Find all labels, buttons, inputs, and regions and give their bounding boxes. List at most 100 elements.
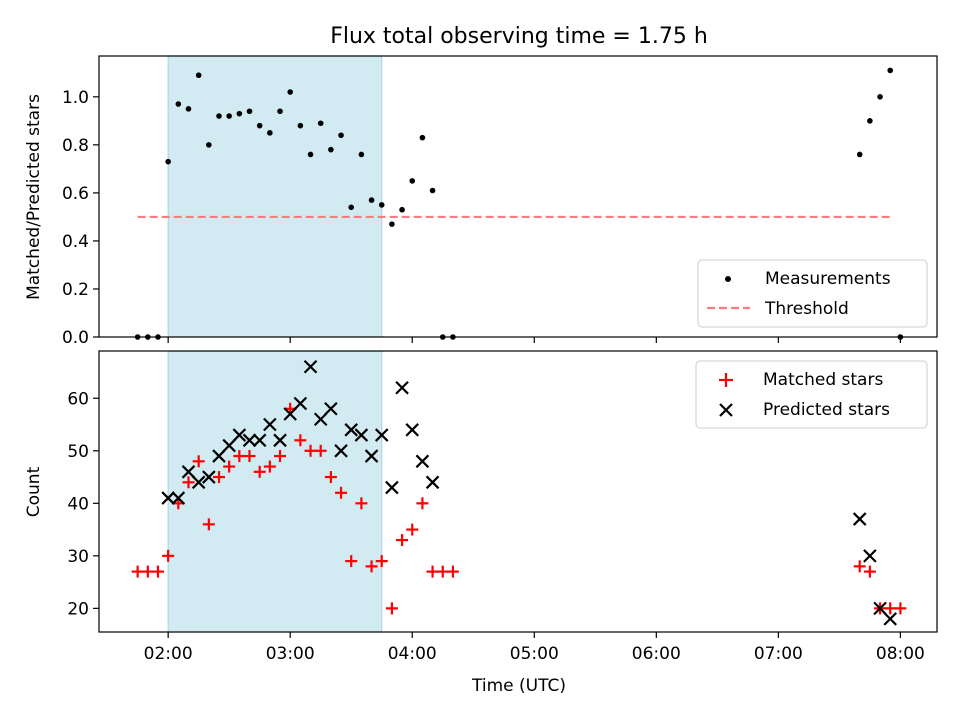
figure-title: Flux total observing time = 1.75 h [330,24,708,49]
predicted-point [242,433,257,448]
count-xtick-label: 07:00 [754,644,803,664]
matched-point [202,518,215,531]
predicted-point [161,491,175,505]
matched-point [233,450,246,463]
measurement-point [317,120,324,127]
matched-point [416,497,429,510]
count-ytick-label: 50 [67,442,89,462]
measurement-point [185,106,192,112]
count-ytick-label: 30 [67,547,89,567]
matched-point [151,565,164,578]
matched-point [884,602,897,615]
predicted-point [324,401,338,416]
count-xtick-label: 06:00 [632,644,681,664]
predicted-point [171,491,186,505]
matched-point [355,497,368,510]
matched-point [213,471,226,484]
predicted-point [415,454,430,469]
predicted-point [364,449,379,463]
measurement-point [419,134,426,141]
measurement-point [175,101,182,107]
count-xtick-label: 02:00 [144,644,193,664]
matched-point [853,560,866,573]
predicted-legend-label: Predicted stars [763,400,890,420]
ratio-panel-ylabel: Matched/Predicted stars [24,94,44,300]
predicted-point [263,417,277,432]
predicted-point [873,601,887,616]
measurement-point [358,151,365,158]
matched-point [324,471,337,484]
ratio-ytick-label: 1.0 [62,88,89,108]
measurement-point [887,67,894,74]
measurement-point [297,122,304,129]
matched-point [894,602,907,615]
matched-point [274,450,287,463]
count-shaded-interval [167,350,383,633]
predicted-point [273,433,287,448]
predicted-point [283,407,297,421]
measurement-point [206,142,212,148]
matched-point [223,460,236,473]
matched-point [253,465,266,478]
measurements-legend-marker [725,276,731,282]
measurement-point [236,110,243,117]
matched-point [131,565,144,578]
count-plot-frame [98,350,938,633]
matched-point [446,565,459,578]
measurements-legend-label: Measurements [765,269,891,289]
ratio-plot-frame [98,55,938,338]
matched-point [375,555,388,568]
count-panel: 20 30 40 50 60 02:00 03:00 04:00 05:00 06:00 07:00… [24,350,938,696]
matched-point [141,565,154,578]
predicted-point [852,512,867,526]
count-xtick-label: 05:00 [510,644,559,664]
measurement-point [409,178,416,184]
matched-point [304,444,317,457]
count-ytick-label: 40 [67,494,89,514]
predicted-point [313,412,328,427]
count-ytick-label: 20 [67,599,89,619]
ratio-ytick-label: 0.2 [62,280,89,300]
predicted-point [425,475,440,490]
predicted-point [181,465,196,479]
count-xtick-label: 03:00 [266,644,315,664]
matched-point [314,444,327,457]
measurement-point [226,113,232,119]
predicted-point [202,470,216,484]
count-panel-ylabel: Count [24,466,44,517]
measurement-point [277,108,283,115]
count-xtick-label: 04:00 [388,644,437,664]
predicted-point [354,428,369,442]
matched-point [263,460,276,473]
ratio-panel: 0.0 0.2 0.4 0.6 0.8 1.0 Matched/Predicted sta… [24,55,938,348]
measurement-point [246,108,253,115]
ratio-legend: Measurements Threshold [697,259,928,328]
measurement-point [256,122,263,129]
predicted-legend-marker [719,403,733,417]
ratio-shaded-interval [167,55,383,338]
matched-legend-marker [719,373,733,387]
predicted-point [395,380,409,395]
matched-point [365,560,378,573]
measurement-point [307,151,314,158]
ratio-ytick-label: 0.0 [62,328,89,348]
matched-point [436,565,449,578]
predicted-point [863,549,877,563]
predicted-point [334,444,348,458]
count-xtick-label: 08:00 [876,644,925,664]
predicted-point [212,449,226,463]
measurement-point [338,132,344,139]
measurement-point [856,151,863,158]
measurement-point [877,94,883,100]
measurement-point [429,187,436,194]
measurement-point [348,204,355,211]
matched-point [396,534,409,547]
ratio-ytick-label: 0.6 [62,184,89,204]
measurement-point [287,89,293,95]
matched-point [385,602,398,615]
measurement-point [867,118,873,124]
measurement-point [328,146,334,153]
predicted-point [293,396,308,411]
count-ytick-label: 60 [67,389,89,409]
matched-point [182,476,195,489]
